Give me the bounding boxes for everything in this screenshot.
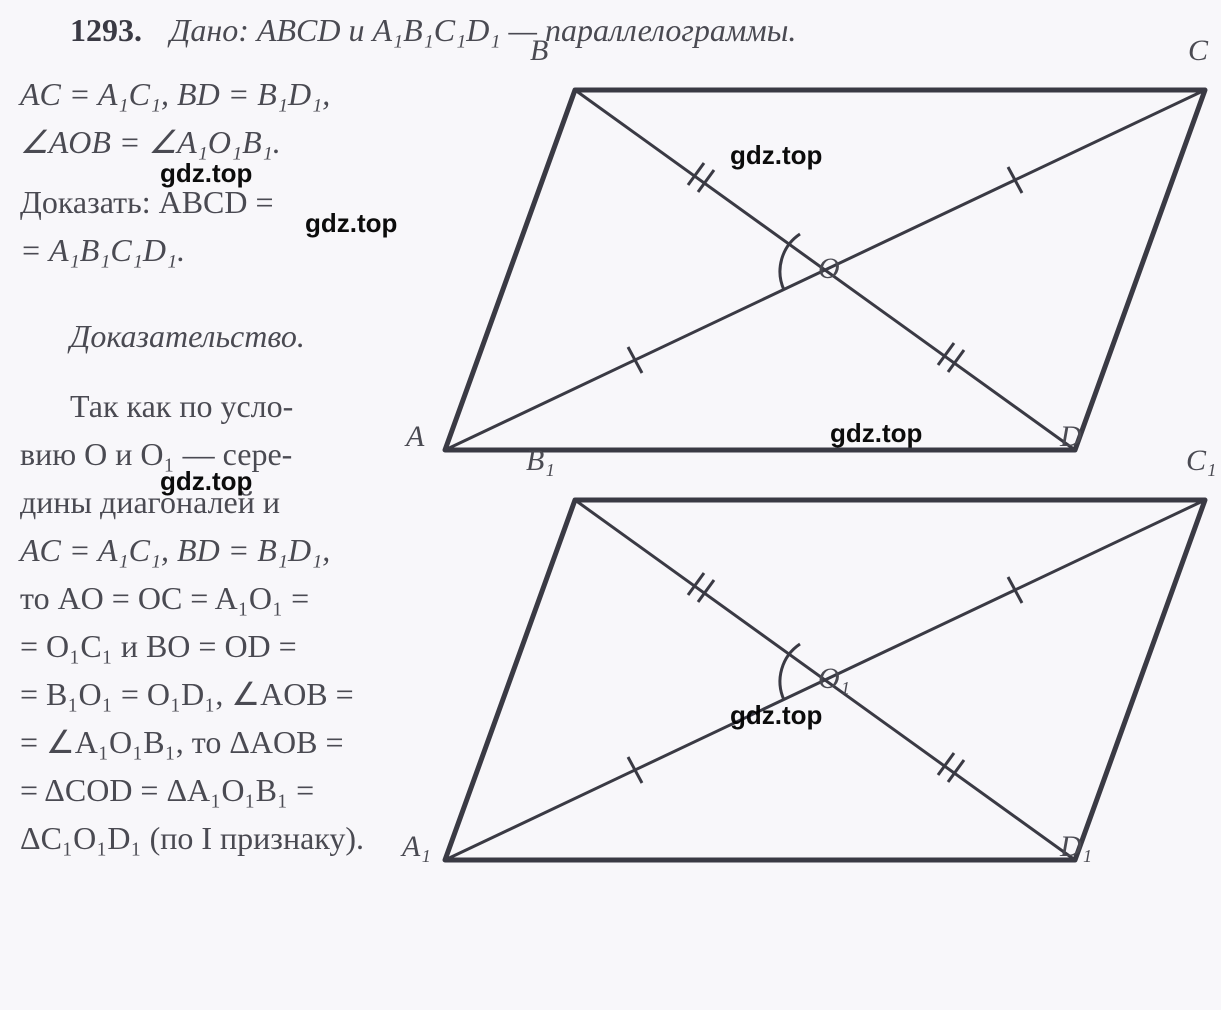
label-B1: B₁ xyxy=(526,444,555,478)
tick-oc-2 xyxy=(1008,577,1022,603)
label-C1: C₁ xyxy=(1186,444,1216,478)
proof-p6: = O₁C₁ и BO = OD = xyxy=(20,630,297,662)
prove-label: Доказать: xyxy=(20,184,151,220)
label-O: O xyxy=(818,252,840,286)
page-root: 1293. Дано: ABCD и A₁B₁C₁D₁ — параллелог… xyxy=(0,0,1221,1010)
tick-oc xyxy=(1008,167,1022,193)
angle-arc xyxy=(780,234,800,290)
label-D1: D₁ xyxy=(1060,830,1092,864)
proof-p7: = B₁O₁ = O₁D₁, ∠AOB = xyxy=(20,678,354,710)
watermark-2: gdz.top xyxy=(305,208,397,239)
proof-p10: ΔC₁O₁D₁ (по I признаку). xyxy=(20,822,364,854)
label-C: C xyxy=(1188,34,1208,68)
prove-line-1: Доказать: ABCD = xyxy=(20,186,274,218)
proof-p8: = ∠A₁O₁B₁, то ΔAOB = xyxy=(20,726,344,758)
watermark-3: gdz.top xyxy=(730,140,822,171)
given-label-line: Дано: ABCD и A₁B₁C₁D₁ — параллелограммы. xyxy=(170,12,796,49)
tick-ao-2 xyxy=(628,757,642,783)
label-A: A xyxy=(406,420,424,454)
watermark-5: gdz.top xyxy=(160,466,252,497)
proof-p1: Так как по усло- xyxy=(70,390,293,422)
prove-line-2: = A₁B₁C₁D₁. xyxy=(20,234,185,266)
label-B: B xyxy=(530,34,548,68)
proof-heading: Доказательство. xyxy=(70,318,305,355)
angle-arc-2 xyxy=(780,644,800,700)
given-line-2: AC = A₁C₁, BD = B₁D₁, xyxy=(20,78,330,110)
label-A1: A₁ xyxy=(402,830,431,864)
given-line-3: ∠AOB = ∠A₁O₁B₁. xyxy=(20,126,281,158)
given-rest: ABCD и A₁B₁C₁D₁ — параллелограммы. xyxy=(249,12,797,48)
proof-p9: = ΔCOD = ΔA₁O₁B₁ = xyxy=(20,774,314,806)
diagram-lower: A₁ B₁ C₁ D₁ O₁ xyxy=(430,480,1220,880)
label-O1: O₁ xyxy=(818,662,850,696)
watermark-4: gdz.top xyxy=(830,418,922,449)
diagram-upper: A B C D O xyxy=(430,70,1220,470)
watermark-6: gdz.top xyxy=(730,700,822,731)
prove-eq1: ABCD = xyxy=(151,184,274,220)
problem-number: 1293. xyxy=(70,12,142,49)
watermark-1: gdz.top xyxy=(160,158,252,189)
proof-p4: AC = A₁C₁, BD = B₁D₁, xyxy=(20,534,330,566)
tick-ao xyxy=(628,347,642,373)
label-D: D xyxy=(1060,420,1082,454)
proof-p5: то AO = OC = A₁O₁ = xyxy=(20,582,309,614)
given-label: Дано: xyxy=(170,12,249,48)
